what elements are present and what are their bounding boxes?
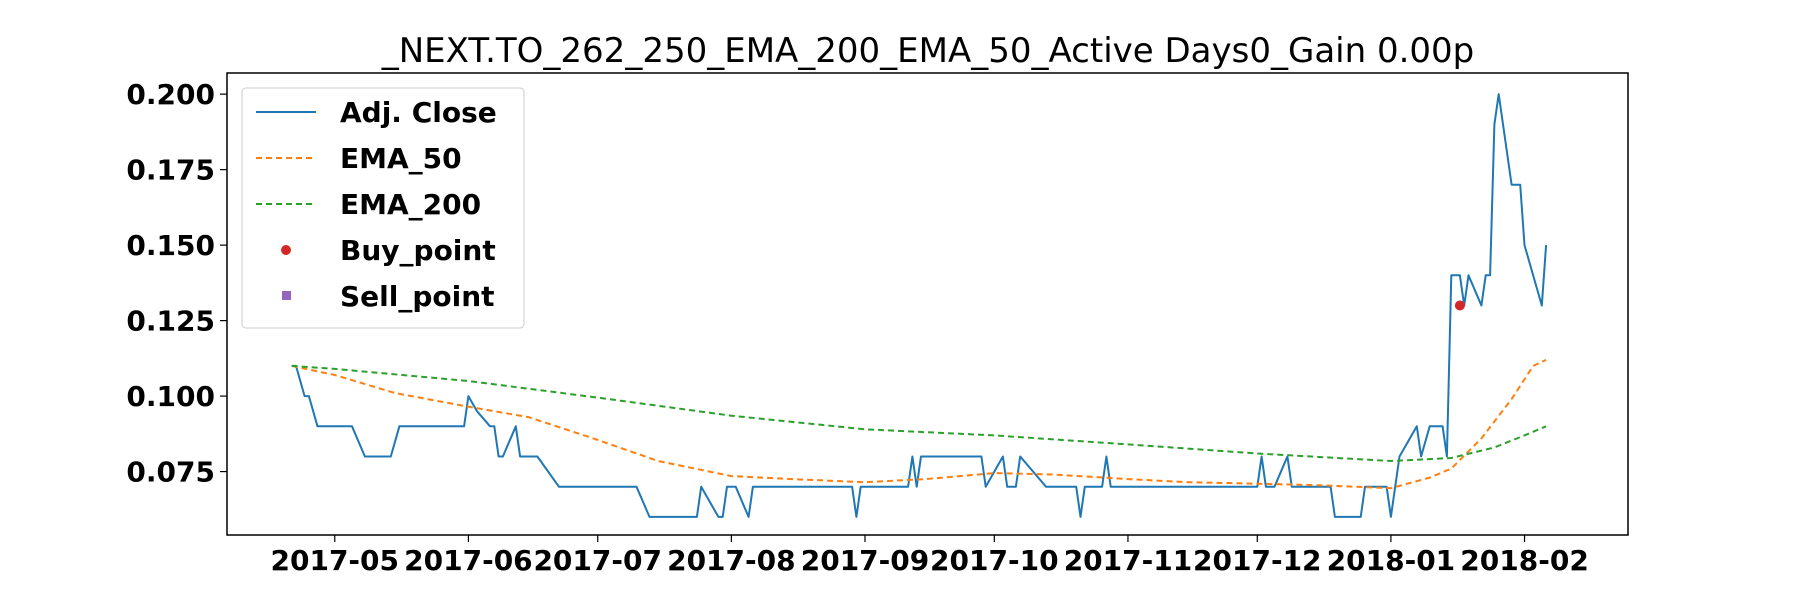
legend: Adj. Close EMA_50 EMA_200 Buy_point Sell_poi… [241,87,525,329]
x-tick-label: 2017-11 [1064,544,1193,577]
x-tick-label: 2018-01 [1327,544,1456,577]
legend-swatch-buy-point [281,245,291,255]
series-line-ema-200 [291,364,1547,462]
plot-frame [226,72,1629,536]
series-line-adj-close [291,93,1548,518]
x-tick-label: 2017-05 [271,544,400,577]
x-tick-label: 2017-10 [930,544,1059,577]
legend-label-ema-200: EMA_200 [340,188,481,221]
legend-label-sell-point: Sell_point [340,280,495,313]
chart-title: _NEXT.TO_262_250_EMA_200_EMA_50_Active D… [381,31,1475,71]
y-tick-label: 0.125 [126,305,215,338]
legend-swatch-sell-point [282,291,291,300]
x-tick-label: 2017-08 [667,544,796,577]
series-line-ema-50 [291,358,1547,490]
y-tick-label: 0.175 [126,154,215,187]
x-tick-label: 2017-12 [1193,544,1322,577]
y-tick-label: 0.100 [126,380,215,413]
legend-label-adj-close: Adj. Close [340,96,497,129]
y-tick-label: 0.150 [126,229,215,262]
x-tick-label: 2017-06 [404,544,533,577]
y-axis: 0.075 0.100 0.125 0.150 0.175 0.200 [126,78,227,489]
series-layer [291,93,1548,518]
buy-point-marker [1454,300,1465,311]
legend-label-buy-point: Buy_point [340,234,496,267]
legend-box [241,87,525,329]
legend-label-ema-50: EMA_50 [340,142,462,175]
y-tick-label: 0.075 [126,456,215,489]
x-tick-label: 2017-09 [801,544,930,577]
x-tick-label: 2018-02 [1460,544,1589,577]
y-tick-label: 0.200 [126,78,215,111]
x-axis: 2017-05 2017-06 2017-07 2017-08 2017-09 2017-… [271,535,1589,577]
x-tick-label: 2017-07 [533,544,662,577]
